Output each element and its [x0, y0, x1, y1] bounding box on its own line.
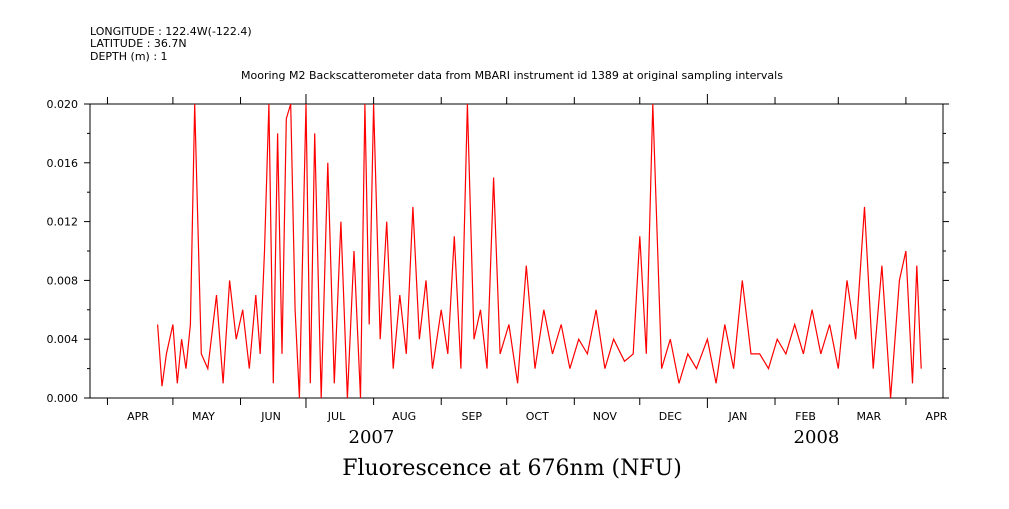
- y-tick-label: 0.016: [47, 157, 79, 170]
- x-year-label: 2007: [349, 427, 395, 448]
- x-axis: APR MAY JUN JUL AUG SEP OCT NOV DEC JAN FEB MAR APR 2…: [106, 94, 948, 448]
- series-layer: [157, 103, 922, 399]
- x-month-label: MAY: [192, 410, 215, 423]
- y-tick-label: 0.012: [47, 216, 79, 229]
- series-line-0: [157, 103, 922, 399]
- x-month-label: FEB: [795, 410, 816, 423]
- latitude-label: LATITUDE : 36.7N: [90, 37, 187, 50]
- chart-title: Mooring M2 Backscatterometer data from M…: [241, 69, 783, 82]
- y-axis: 0.000 0.004 0.008 0.012 0.016 0.020: [47, 98, 949, 405]
- y-tick-label: 0.000: [47, 392, 79, 405]
- y-tick-label: 0.020: [47, 98, 79, 111]
- x-year-label: 2008: [794, 427, 840, 448]
- x-month-label: APR: [926, 410, 948, 423]
- longitude-label: LONGITUDE : 122.4W(-122.4): [90, 25, 252, 38]
- x-month-label: JAN: [728, 410, 748, 423]
- y-tick-label: 0.008: [47, 274, 79, 287]
- x-month-label: SEP: [461, 410, 482, 423]
- x-month-label: OCT: [526, 410, 549, 423]
- x-month-label: JUL: [327, 410, 346, 423]
- x-month-label: NOV: [593, 410, 618, 423]
- x-month-label: APR: [127, 410, 149, 423]
- x-month-label: MAR: [856, 410, 881, 423]
- x-month-label: JUN: [260, 410, 281, 423]
- depth-label: DEPTH (m) : 1: [90, 50, 168, 63]
- plot-frame: [89, 103, 944, 399]
- x-month-label: DEC: [659, 410, 682, 423]
- y-tick-label: 0.004: [47, 333, 79, 346]
- x-axis-label: Fluorescence at 676nm (NFU): [342, 456, 682, 481]
- x-month-label: AUG: [392, 410, 416, 423]
